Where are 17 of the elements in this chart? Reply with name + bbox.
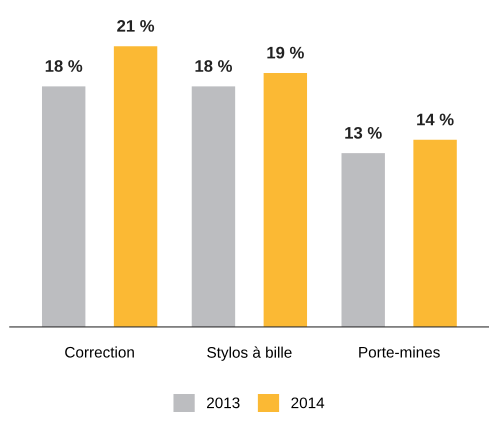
x-tick-label: Correction [65,346,134,358]
bar [413,140,457,327]
bar [192,86,236,327]
legend-label: 2013 [207,397,240,408]
bar [42,86,86,327]
data-label: 18 % [196,60,232,72]
bar [114,46,158,327]
x-tick-label: Stylos à bille [207,346,292,361]
bar [264,72,308,327]
data-label: 18 % [46,60,82,72]
data-label: 21 % [117,20,154,32]
x-tick-label: Porte-mines [359,346,440,358]
legend-label: 2014 [291,397,324,408]
data-label: 14 % [417,114,454,126]
bar [341,153,385,327]
data-label: 19 % [267,46,304,59]
data-label: 13 % [345,126,382,139]
